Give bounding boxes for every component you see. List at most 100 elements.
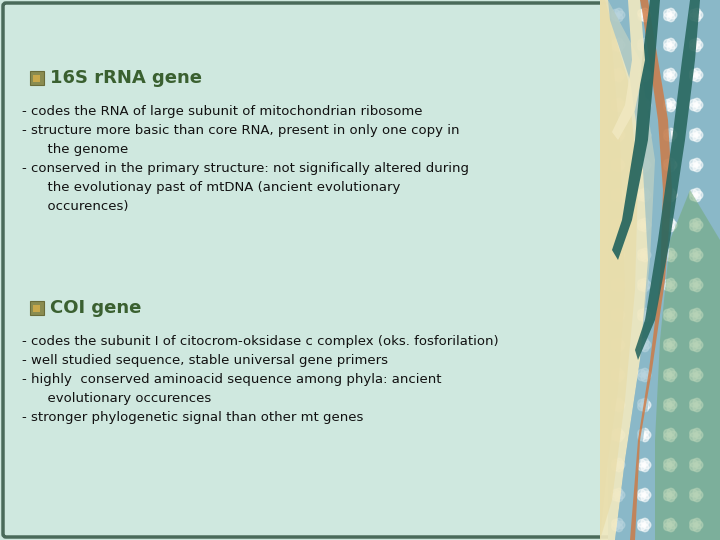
Circle shape [616,343,620,347]
Circle shape [664,133,672,140]
Circle shape [612,309,619,317]
Circle shape [641,254,649,262]
Circle shape [664,309,672,317]
Circle shape [643,161,651,169]
Circle shape [642,133,646,137]
Circle shape [638,13,645,21]
Circle shape [690,343,698,350]
Circle shape [667,494,675,502]
Circle shape [642,313,646,317]
Circle shape [690,223,698,231]
Text: - codes the RNA of large subunit of mitochondrian ribosome
- structure more basi: - codes the RNA of large subunit of mito… [22,105,469,213]
Circle shape [617,311,625,319]
Circle shape [693,284,701,292]
Circle shape [615,8,623,16]
Circle shape [664,429,672,437]
Circle shape [664,343,672,350]
Circle shape [669,101,677,109]
Circle shape [668,43,672,47]
Circle shape [693,458,701,466]
Circle shape [668,343,672,347]
Circle shape [638,489,645,497]
Circle shape [667,524,675,532]
Circle shape [693,368,701,376]
Circle shape [615,368,623,376]
Circle shape [690,460,698,467]
Circle shape [667,428,675,436]
Circle shape [664,253,672,261]
Circle shape [667,188,675,196]
Circle shape [664,99,672,107]
Circle shape [638,130,645,137]
Circle shape [668,73,672,77]
Circle shape [641,518,649,526]
Circle shape [638,73,645,80]
Circle shape [612,103,619,111]
Circle shape [641,98,649,106]
Circle shape [641,494,649,502]
Circle shape [616,223,620,227]
Circle shape [667,314,675,322]
Circle shape [693,488,701,496]
Circle shape [643,131,651,139]
Circle shape [638,103,645,111]
Bar [33,75,40,82]
Circle shape [690,9,698,17]
Circle shape [612,400,619,407]
Circle shape [690,489,698,497]
Circle shape [612,39,619,47]
Circle shape [612,99,619,107]
Circle shape [668,313,672,317]
Circle shape [641,314,649,322]
Circle shape [641,158,649,166]
Circle shape [667,224,675,232]
Circle shape [638,400,645,407]
Circle shape [695,401,703,409]
Circle shape [664,13,672,21]
Polygon shape [612,0,660,260]
Circle shape [693,224,701,232]
Circle shape [612,223,619,231]
Circle shape [690,133,698,140]
Circle shape [694,253,698,257]
Circle shape [693,428,701,436]
Circle shape [641,428,649,436]
Circle shape [612,133,619,140]
Circle shape [668,283,672,287]
Circle shape [638,460,645,467]
Circle shape [664,39,672,47]
Circle shape [642,73,646,77]
Circle shape [664,403,672,410]
Circle shape [615,218,623,226]
Circle shape [669,311,677,319]
Circle shape [668,463,672,467]
Circle shape [617,371,625,379]
Circle shape [664,369,672,377]
Circle shape [615,74,623,82]
Circle shape [667,74,675,82]
Circle shape [694,283,698,287]
Circle shape [690,429,698,437]
FancyBboxPatch shape [3,3,717,537]
Circle shape [669,191,677,199]
Circle shape [641,8,649,16]
Circle shape [616,73,620,77]
Circle shape [667,399,675,406]
Circle shape [669,131,677,139]
Circle shape [664,9,672,17]
Circle shape [642,13,646,17]
Circle shape [642,193,646,197]
Circle shape [690,249,698,257]
Circle shape [690,463,698,471]
Circle shape [693,218,701,226]
Circle shape [638,373,645,381]
Circle shape [615,308,623,316]
Circle shape [669,221,677,229]
Circle shape [693,164,701,172]
Circle shape [642,463,646,467]
Circle shape [615,399,623,406]
Circle shape [641,404,649,411]
Circle shape [643,251,651,259]
Circle shape [695,281,703,289]
Bar [608,0,720,540]
